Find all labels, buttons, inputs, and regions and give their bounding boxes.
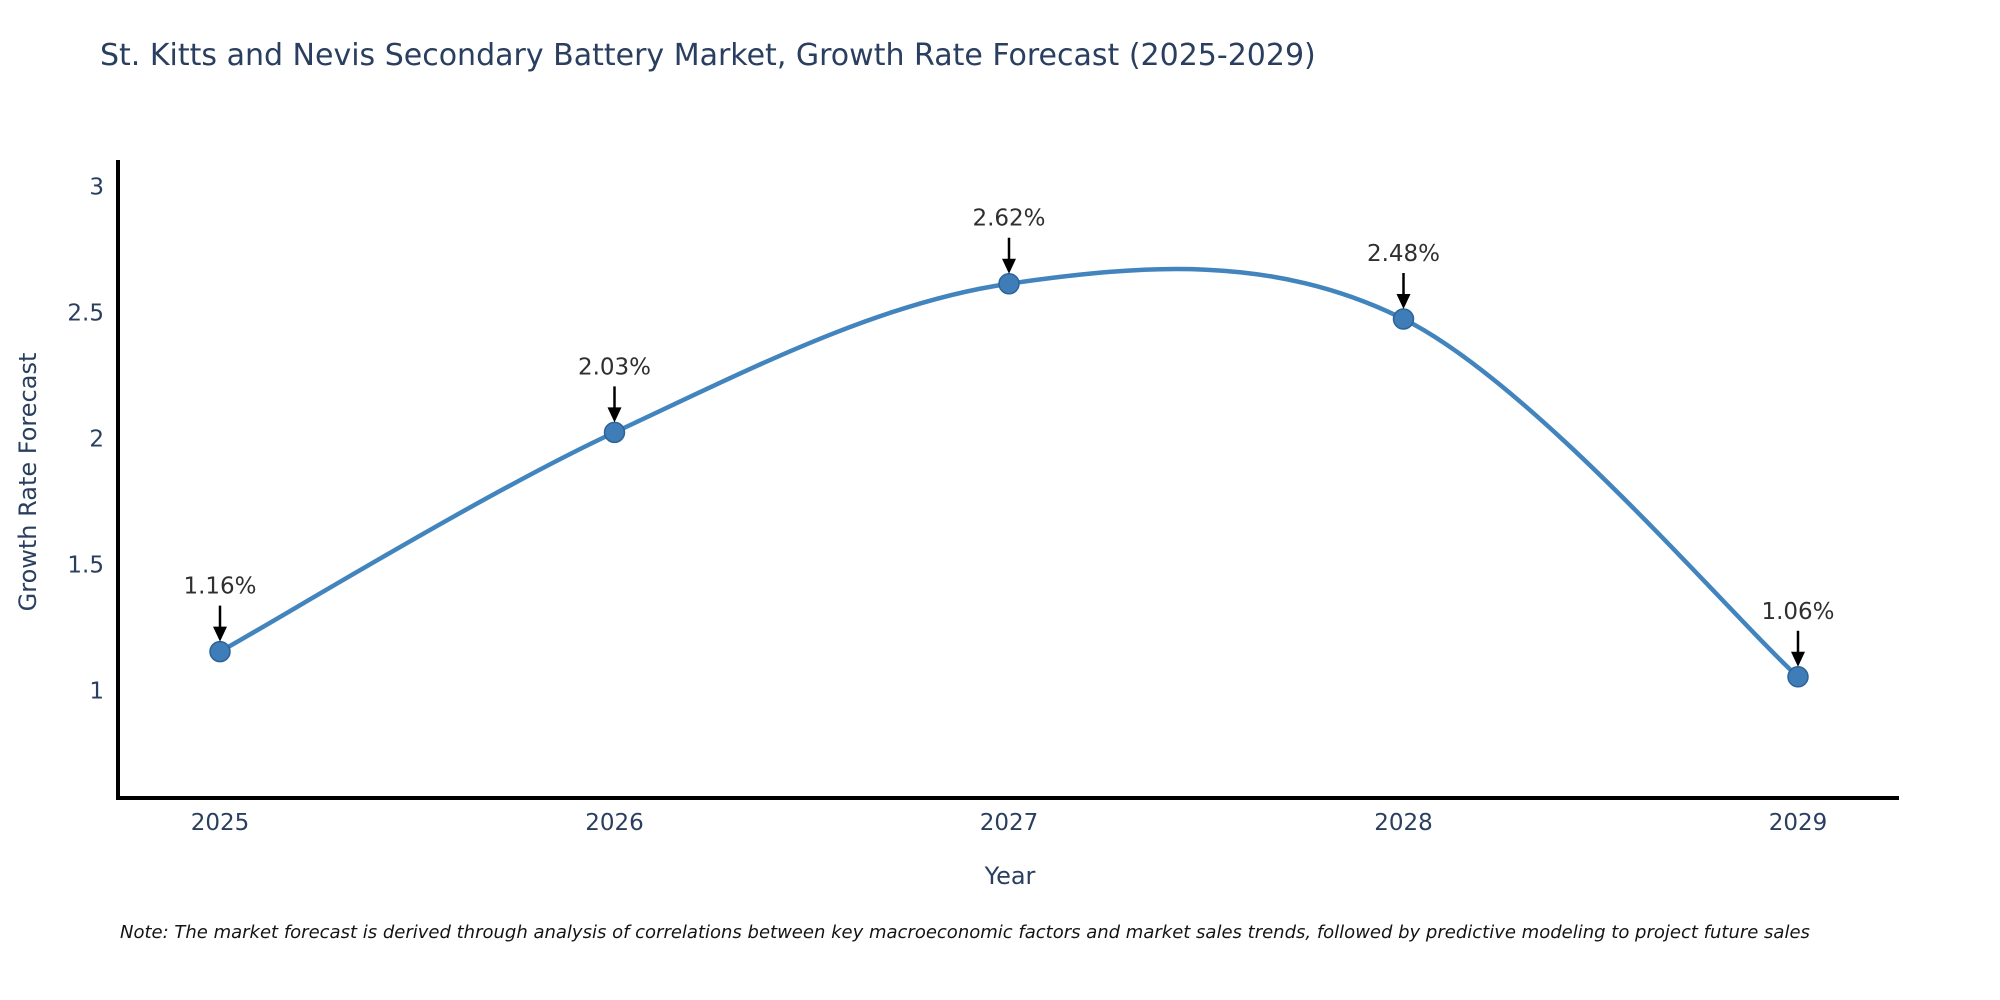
chart-title: St. Kitts and Nevis Secondary Battery Ma… <box>100 38 1316 73</box>
x-axis-title: Year <box>984 862 1036 890</box>
y-tick-label: 2.5 <box>67 300 104 326</box>
point-value-label: 1.06% <box>1761 599 1834 625</box>
data-point-marker <box>603 421 626 444</box>
y-axis-title: Growth Rate Forecast <box>14 352 42 612</box>
data-point-marker <box>1392 308 1415 330</box>
y-tick-label: 1 <box>89 678 104 704</box>
x-tick-label: 2026 <box>585 810 644 836</box>
footnote: Note: The market forecast is derived thr… <box>120 922 1810 943</box>
annotation-arrow-head <box>1002 258 1016 274</box>
annotation-arrow-head <box>1396 293 1411 309</box>
y-tick-label: 2 <box>89 426 104 452</box>
x-tick-label: 2029 <box>1769 810 1828 836</box>
y-tick-label: 1.5 <box>67 552 104 578</box>
annotation-arrow-head <box>213 626 227 642</box>
point-value-label: 1.16% <box>183 574 256 600</box>
point-value-label: 2.62% <box>972 206 1045 232</box>
data-point-marker <box>209 640 231 663</box>
annotation-arrow-head <box>607 407 622 423</box>
x-tick-label: 2028 <box>1374 810 1433 836</box>
line-series-path <box>217 266 1801 680</box>
point-value-label: 2.48% <box>1367 241 1440 267</box>
y-tick-label: 3 <box>89 174 104 200</box>
x-tick-label: 2027 <box>980 810 1039 836</box>
data-point-marker <box>1787 666 1809 688</box>
point-value-label: 2.03% <box>578 354 651 380</box>
x-tick-label: 2025 <box>191 810 250 836</box>
data-point-marker <box>998 272 1020 295</box>
axis-spines <box>116 160 1899 800</box>
annotation-arrow-head <box>1791 651 1805 667</box>
